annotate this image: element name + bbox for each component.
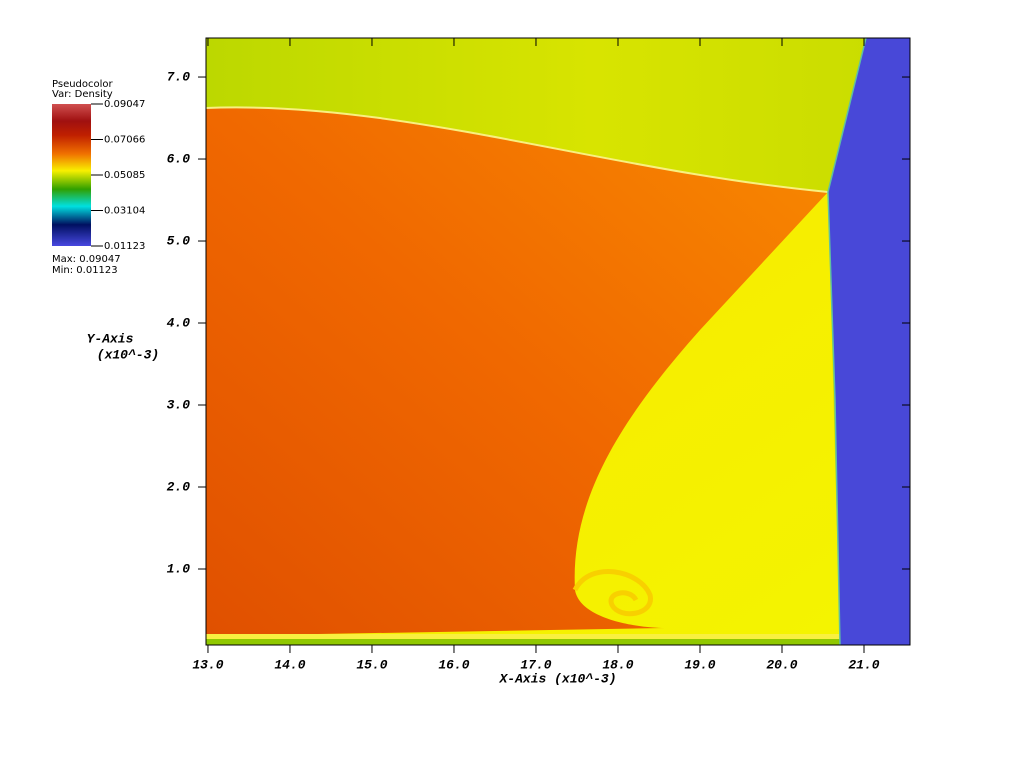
y-axis-unit: (x10^-3) [97,347,159,362]
plot-frame [205,37,911,646]
x-tick-label: 15.0 [356,657,387,672]
legend-tick-label: 0.09047 [104,99,145,110]
x-tick-label: 16.0 [438,657,469,672]
legend-title: Pseudocolor [52,79,114,90]
x-axis-title: X-Axis (x10^-3) [498,671,616,686]
y-axis-title: Y-Axis [87,331,134,346]
x-tick-label: 18.0 [602,657,633,672]
legend-tick-label: 0.07066 [104,135,145,146]
field [205,37,910,646]
contact-line [205,106,829,193]
x-tick-label: 21.0 [848,657,879,672]
orange-region [206,107,828,637]
legend: Pseudocolor Var: Density Max: 0.09047 Mi… [52,79,121,276]
y-tick-label: 3.0 [167,397,191,412]
shock-front [827,37,867,646]
y-tick-label: 6.0 [167,151,191,166]
legend-tick-label: 0.03104 [104,206,145,217]
x-tick-label: 19.0 [684,657,715,672]
legend-tick-label: 0.01123 [104,241,145,252]
legend-max: Max: 0.09047 [52,254,121,265]
x-tick-label: 14.0 [274,657,305,672]
y-tick-label: 5.0 [167,233,191,248]
legend-tick-label: 0.05085 [104,170,145,181]
legend-variable: Var: Density [52,89,113,100]
wall-strip [206,634,840,639]
x-tick-label: 20.0 [766,657,797,672]
y-tick-label: 7.0 [167,69,191,84]
blue-region [828,38,910,645]
vortex [572,569,653,617]
y-tick-label: 1.0 [167,561,191,576]
wall-strip [206,639,840,645]
legend-min: Min: 0.01123 [52,265,118,276]
x-tick-label: 13.0 [192,657,223,672]
colorbar [52,104,91,246]
y-tick-label: 2.0 [167,479,191,494]
x-tick-label: 17.0 [520,657,551,672]
y-tick-label: 4.0 [167,315,191,330]
axes: X-Axis (x10^-3) Y-Axis (x10^-3) [87,331,617,686]
